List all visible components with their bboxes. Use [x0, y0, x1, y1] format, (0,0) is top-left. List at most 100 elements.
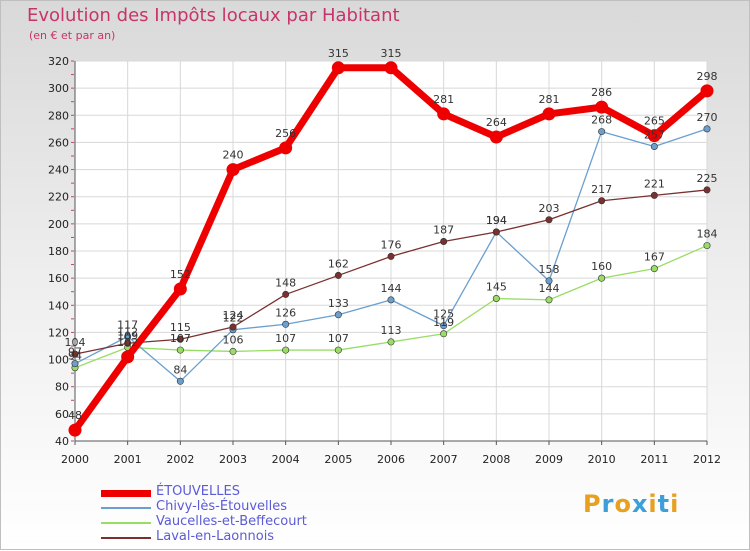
y-tick-label: 100: [48, 354, 69, 367]
x-tick-label: 2011: [640, 453, 668, 466]
data-label-vaucelles: 107: [328, 332, 349, 345]
legend-item-etouvelles: ÉTOUVELLES: [101, 484, 361, 500]
logo-letter: P: [583, 490, 602, 518]
logo-letter: i: [670, 490, 680, 518]
data-label-etouvelles: 256: [275, 127, 296, 140]
y-tick-label: 40: [55, 435, 69, 448]
y-tick-label: 220: [48, 191, 69, 204]
data-point-etouvelles: [331, 61, 345, 75]
data-label-laval: 148: [275, 276, 296, 289]
data-label-chivy: 144: [381, 282, 402, 295]
data-label-laval: 162: [328, 257, 349, 270]
data-label-chivy: 158: [539, 263, 560, 276]
data-point-vaucelles: [334, 346, 342, 354]
data-label-etouvelles: 281: [433, 93, 454, 106]
data-label-etouvelles: 315: [328, 47, 349, 60]
logo-letter: x: [631, 490, 649, 518]
data-point-etouvelles: [595, 100, 609, 114]
x-tick-label: 2000: [61, 453, 89, 466]
data-point-vaucelles: [703, 242, 711, 250]
x-tick-label: 2010: [588, 453, 616, 466]
data-label-vaucelles: 94: [68, 350, 82, 363]
data-label-laval: 115: [170, 321, 191, 334]
data-point-chivy: [71, 360, 79, 368]
data-label-laval: 194: [486, 214, 507, 227]
data-point-laval: [387, 252, 395, 260]
data-label-etouvelles: 102: [117, 336, 138, 349]
data-point-laval: [650, 191, 658, 199]
data-point-etouvelles: [226, 163, 240, 177]
x-tick-label: 2001: [114, 453, 142, 466]
data-point-laval: [124, 339, 132, 347]
data-label-etouvelles: 152: [170, 268, 191, 281]
data-point-chivy: [440, 322, 448, 330]
y-tick-label: 60: [55, 408, 69, 421]
data-point-chivy: [703, 125, 711, 133]
data-point-etouvelles: [647, 129, 661, 143]
x-tick-label: 2007: [430, 453, 458, 466]
data-label-laval: 124: [223, 309, 244, 322]
data-point-etouvelles: [700, 84, 714, 98]
data-point-vaucelles: [176, 346, 184, 354]
data-point-etouvelles: [279, 141, 293, 155]
data-label-laval: 176: [381, 238, 402, 251]
data-label-vaucelles: 160: [591, 260, 612, 273]
legend-item-laval: Laval-en-Laonnois: [101, 529, 361, 545]
data-point-vaucelles: [440, 330, 448, 338]
legend-label-laval: Laval-en-Laonnois: [156, 529, 275, 544]
data-point-chivy: [387, 296, 395, 304]
data-label-chivy: 97: [68, 346, 82, 359]
data-label-vaucelles: 184: [697, 228, 718, 241]
data-point-chivy: [650, 143, 658, 151]
data-point-laval: [492, 228, 500, 236]
legend-swatch-chivy: [101, 507, 151, 509]
chart-title: Evolution des Impôts locaux par Habitant: [27, 5, 400, 26]
data-label-chivy: 268: [591, 114, 612, 127]
data-point-vaucelles: [229, 347, 237, 355]
data-point-vaucelles: [492, 294, 500, 302]
data-point-laval: [176, 335, 184, 343]
data-label-vaucelles: 107: [275, 332, 296, 345]
logo-letter: i: [648, 490, 658, 518]
legend: ÉTOUVELLES Chivy-lès-Étouvelles Vaucelle…: [101, 484, 361, 545]
data-point-laval: [71, 350, 79, 358]
logo-letter: r: [601, 490, 615, 518]
data-point-etouvelles: [68, 423, 82, 437]
data-point-laval: [545, 216, 553, 224]
chart-subtitle: (en € et par an): [29, 29, 116, 42]
x-tick-label: 2005: [324, 453, 352, 466]
legend-swatch-vaucelles: [101, 522, 151, 524]
data-label-vaucelles: 144: [539, 282, 560, 295]
legend-swatch-etouvelles: [101, 490, 151, 497]
data-point-laval: [440, 238, 448, 246]
logo-letter: t: [657, 490, 671, 518]
data-point-etouvelles: [173, 282, 187, 296]
y-tick-label: 300: [48, 82, 69, 95]
logo-letter: o: [614, 490, 632, 518]
y-tick-label: 160: [48, 272, 69, 285]
data-label-chivy: 194: [486, 214, 507, 227]
data-label-vaucelles: 107: [170, 332, 191, 345]
data-label-laval: 221: [644, 177, 665, 190]
x-tick-label: 2004: [272, 453, 300, 466]
data-label-chivy: 117: [117, 319, 138, 332]
data-label-etouvelles: 265: [644, 115, 665, 128]
data-label-chivy: 257: [644, 129, 665, 142]
data-label-etouvelles: 264: [486, 116, 507, 129]
data-label-laval: 187: [433, 224, 454, 237]
y-tick-label: 260: [48, 136, 69, 149]
data-label-vaucelles: 113: [381, 324, 402, 337]
data-label-etouvelles: 48: [68, 409, 82, 422]
data-label-vaucelles: 106: [223, 333, 244, 346]
x-tick-label: 2008: [482, 453, 510, 466]
data-point-chivy: [598, 128, 606, 136]
data-point-etouvelles: [384, 61, 398, 75]
data-point-vaucelles: [387, 338, 395, 346]
data-label-vaucelles: 145: [486, 281, 507, 294]
data-point-etouvelles: [542, 107, 556, 121]
data-point-laval: [282, 290, 290, 298]
x-tick-label: 2003: [219, 453, 247, 466]
data-label-laval: 104: [65, 336, 86, 349]
x-tick-label: 2002: [166, 453, 194, 466]
